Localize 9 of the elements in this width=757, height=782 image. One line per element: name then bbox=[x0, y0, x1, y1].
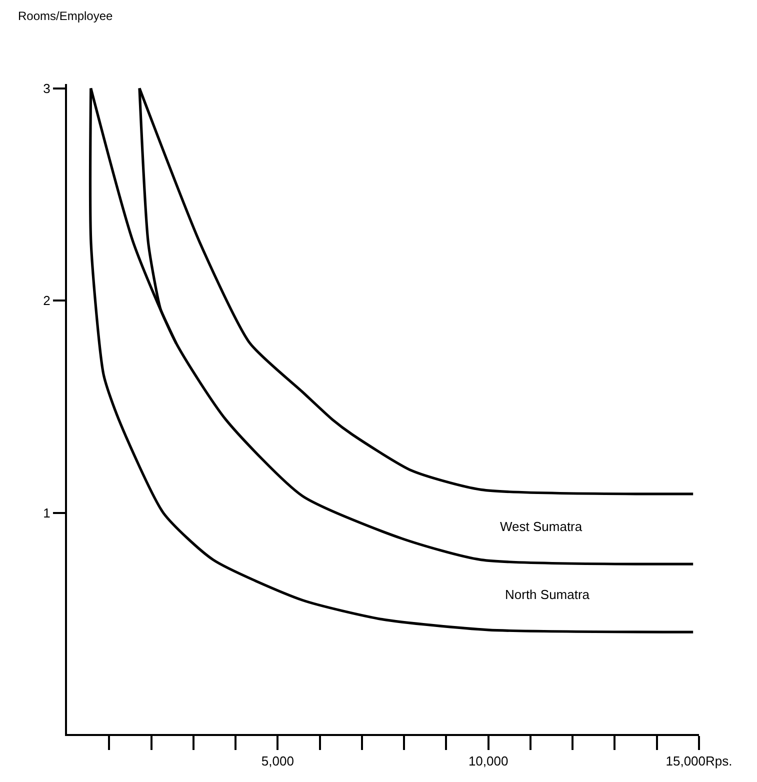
y-tick-label: 2 bbox=[43, 293, 50, 308]
annotation: West Sumatra bbox=[500, 519, 583, 534]
y-axis-title: Rooms/Employee bbox=[18, 9, 114, 23]
annotation: North Sumatra bbox=[505, 587, 590, 602]
y-tick-label: 3 bbox=[43, 80, 50, 96]
x-tick-label: 10,000 bbox=[468, 754, 508, 769]
x-tick-label: 15,000Rps. bbox=[666, 754, 732, 769]
y-tick-label: 1 bbox=[43, 506, 50, 521]
x-tick-label: 5,000 bbox=[261, 754, 294, 769]
